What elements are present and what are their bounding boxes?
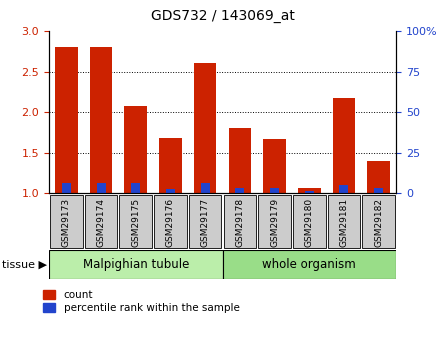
- Bar: [131, 184, 140, 193]
- Bar: [62, 184, 71, 193]
- Bar: [340, 185, 348, 193]
- Text: GSM29175: GSM29175: [131, 198, 140, 247]
- Bar: [194, 63, 216, 193]
- Text: whole organism: whole organism: [263, 258, 356, 271]
- FancyBboxPatch shape: [362, 195, 395, 248]
- FancyBboxPatch shape: [189, 195, 222, 248]
- Bar: [55, 47, 77, 193]
- Text: Malpighian tubule: Malpighian tubule: [82, 258, 189, 271]
- Bar: [298, 188, 320, 193]
- Text: GSM29181: GSM29181: [340, 198, 348, 247]
- Bar: [125, 107, 147, 193]
- FancyBboxPatch shape: [223, 195, 256, 248]
- Text: GSM29180: GSM29180: [305, 198, 314, 247]
- Bar: [235, 188, 244, 193]
- Text: GSM29174: GSM29174: [97, 198, 105, 247]
- Bar: [368, 161, 390, 193]
- FancyBboxPatch shape: [222, 250, 396, 279]
- FancyBboxPatch shape: [293, 195, 326, 248]
- Bar: [229, 128, 251, 193]
- Legend: count, percentile rank within the sample: count, percentile rank within the sample: [41, 288, 242, 315]
- Text: GSM29173: GSM29173: [62, 198, 71, 247]
- FancyBboxPatch shape: [85, 195, 117, 248]
- FancyBboxPatch shape: [49, 250, 222, 279]
- FancyBboxPatch shape: [154, 195, 187, 248]
- FancyBboxPatch shape: [119, 195, 152, 248]
- Text: GSM29178: GSM29178: [235, 198, 244, 247]
- Text: tissue ▶: tissue ▶: [2, 260, 47, 270]
- Bar: [159, 138, 182, 193]
- Bar: [270, 188, 279, 193]
- Text: GDS732 / 143069_at: GDS732 / 143069_at: [150, 9, 295, 23]
- FancyBboxPatch shape: [258, 195, 291, 248]
- Bar: [263, 139, 286, 193]
- Text: GSM29182: GSM29182: [374, 198, 383, 247]
- Bar: [333, 98, 355, 193]
- Text: GSM29176: GSM29176: [166, 198, 175, 247]
- Bar: [201, 184, 210, 193]
- Bar: [305, 191, 314, 193]
- FancyBboxPatch shape: [50, 195, 83, 248]
- Bar: [90, 47, 112, 193]
- Bar: [374, 188, 383, 193]
- Text: GSM29177: GSM29177: [201, 198, 210, 247]
- Bar: [97, 184, 105, 193]
- FancyBboxPatch shape: [328, 195, 360, 248]
- Text: GSM29179: GSM29179: [270, 198, 279, 247]
- Bar: [166, 189, 175, 193]
